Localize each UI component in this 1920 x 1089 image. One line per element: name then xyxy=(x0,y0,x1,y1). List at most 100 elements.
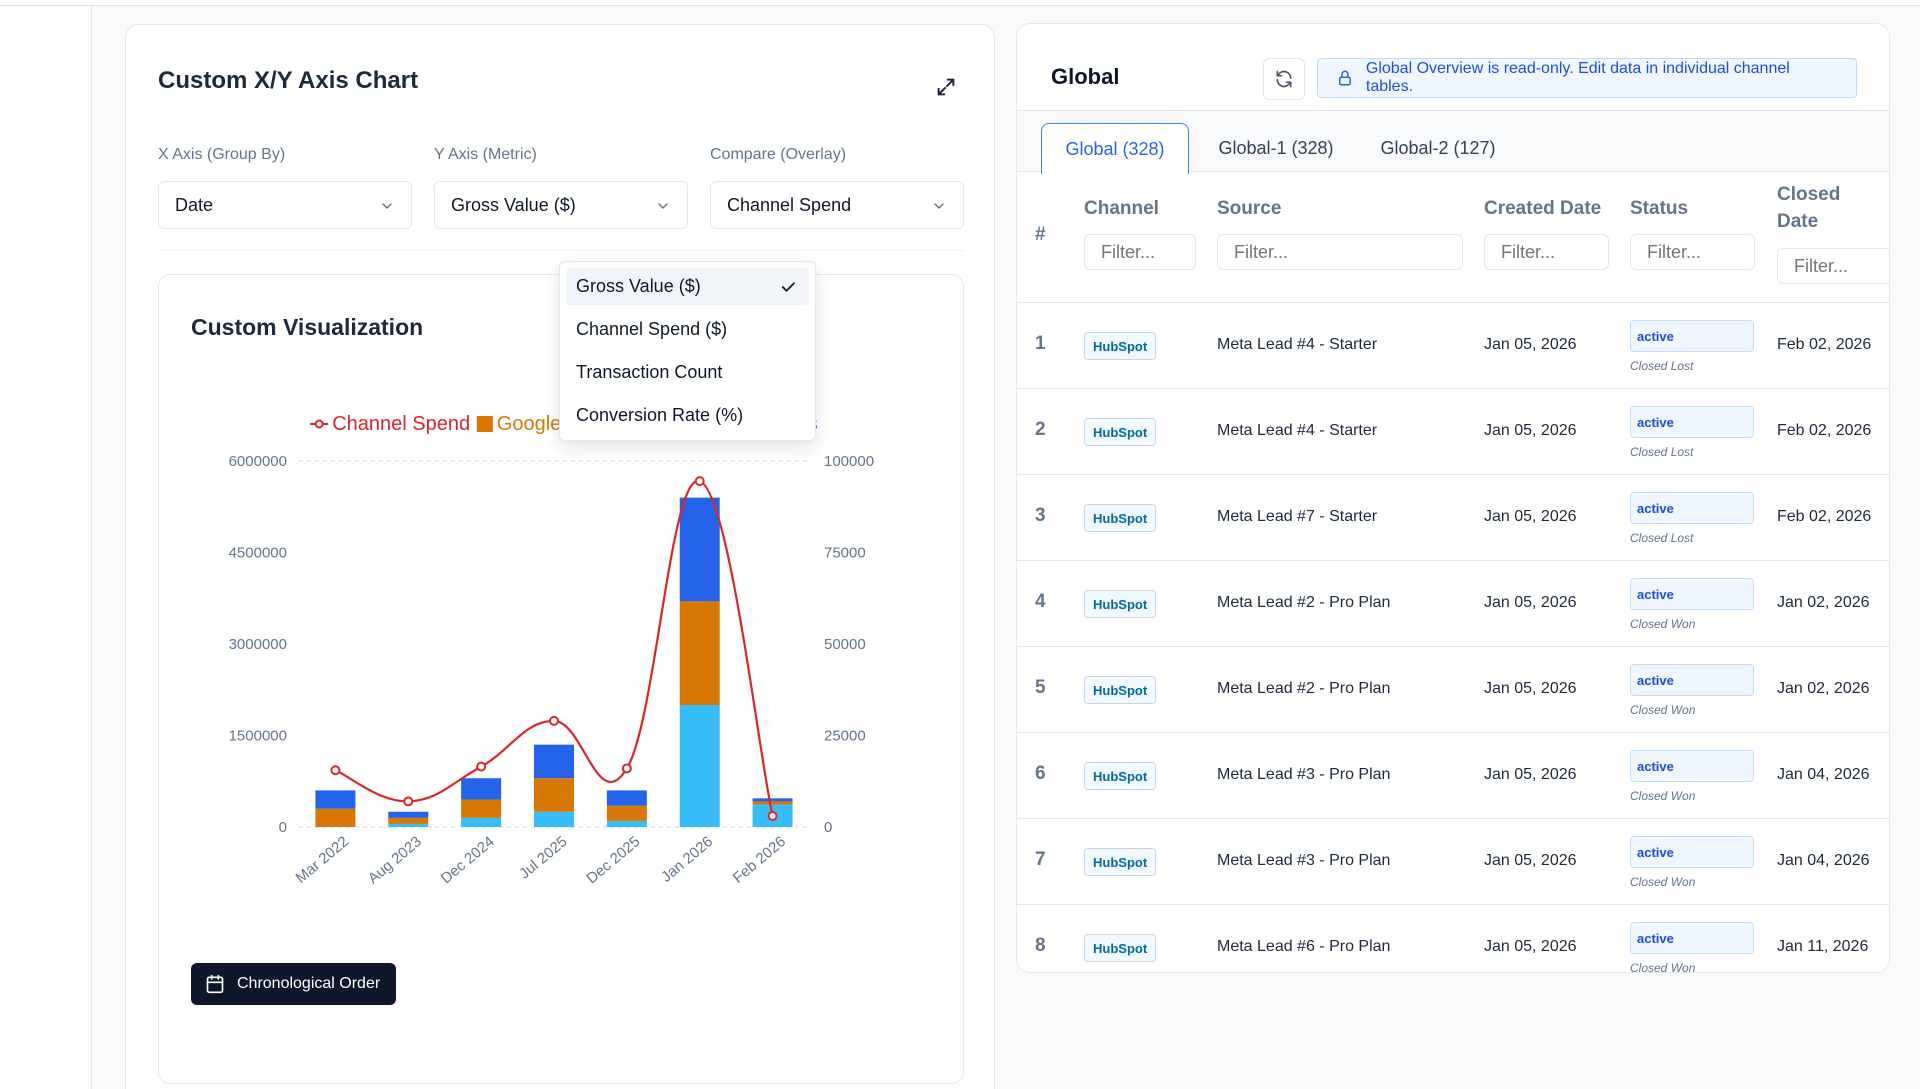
dropdown-option-transaction-count[interactable]: Transaction Count xyxy=(566,354,809,391)
chevron-down-icon xyxy=(934,203,944,209)
bar-google-ads xyxy=(534,778,574,812)
deal-stage-text: Closed Won xyxy=(1630,789,1696,803)
status-badge[interactable]: active xyxy=(1630,320,1754,352)
tab-global[interactable]: Global (328) xyxy=(1041,123,1189,174)
closed-date-cell: Jan 04, 2026 xyxy=(1777,766,1870,783)
channel-filter-input[interactable] xyxy=(1084,234,1196,270)
created-date-filter-input[interactable] xyxy=(1484,234,1609,270)
tab-global-2[interactable]: Global-2 (127) xyxy=(1380,138,1496,158)
y-right-tick-label: 25000 xyxy=(824,728,866,745)
status-badge[interactable]: active xyxy=(1630,922,1754,954)
row-number: 2 xyxy=(1035,419,1046,440)
status-filter-input[interactable] xyxy=(1630,234,1755,270)
compare-label: Compare (Overlay) xyxy=(710,146,847,163)
dropdown-option-label: Conversion Rate (%) xyxy=(576,405,744,425)
table-row[interactable]: 5 HubSpot Meta Lead #2 - Pro Plan Jan 05, 2… xyxy=(1017,646,1889,732)
y-axis-label: Y Axis (Metric) xyxy=(434,146,537,163)
legend-point-marker xyxy=(314,419,324,429)
tab-global-1[interactable]: Global-1 (328) xyxy=(1218,138,1334,158)
row-number: 1 xyxy=(1035,333,1046,354)
chart-card: Custom X/Y Axis Chart X Axis (Group By) … xyxy=(125,24,995,1089)
x-axis-select[interactable]: Date xyxy=(158,181,412,229)
status-badge[interactable]: active xyxy=(1630,578,1754,610)
status-badge[interactable]: active xyxy=(1630,492,1754,524)
x-tick-label: Mar 2022 xyxy=(293,833,352,887)
deal-stage-text: Closed Won xyxy=(1630,961,1696,973)
closed-date-cell: Feb 02, 2026 xyxy=(1777,508,1872,525)
table-row[interactable]: 1 HubSpot Meta Lead #4 - Starter Jan 05, 20… xyxy=(1017,302,1889,388)
status-badge[interactable]: active xyxy=(1630,406,1754,438)
column-header-channel[interactable]: Channel xyxy=(1084,198,1159,219)
closed-date-cell: Jan 02, 2026 xyxy=(1777,680,1870,697)
x-tick-label: Feb 2026 xyxy=(730,833,789,887)
column-header-closed-date-line2[interactable]: Date xyxy=(1777,211,1819,232)
closed-date-cell: Feb 02, 2026 xyxy=(1777,422,1872,439)
source-cell: Meta Lead #7 - Starter xyxy=(1217,508,1378,525)
table-row[interactable]: 3 HubSpot Meta Lead #7 - Starter Jan 05, 20… xyxy=(1017,474,1889,560)
chronological-order-button[interactable]: Chronological Order xyxy=(191,963,397,1005)
bar-google-ads xyxy=(679,601,720,705)
closed-date-cell: Jan 04, 2026 xyxy=(1777,852,1870,869)
column-header-source[interactable]: Source xyxy=(1217,198,1282,219)
source-filter-input[interactable] xyxy=(1217,234,1463,270)
created-date-cell: Jan 05, 2026 xyxy=(1484,766,1577,783)
bar-google-ads xyxy=(388,817,429,824)
y-right-tick-label: 100000 xyxy=(824,453,874,470)
compare-select[interactable]: Channel Spend xyxy=(710,181,964,229)
x-axis-label: X Axis (Group By) xyxy=(158,146,286,163)
table-row[interactable]: 4 HubSpot Meta Lead #2 - Pro Plan Jan 05, 2… xyxy=(1017,560,1889,646)
overlay-point xyxy=(694,476,705,487)
y-left-tick-label: 6000000 xyxy=(229,453,287,470)
dropdown-option-conversion-rate[interactable]: Conversion Rate (%) xyxy=(566,397,809,434)
y-axis-select[interactable]: Gross Value ($) xyxy=(434,181,688,229)
created-date-cell: Jan 05, 2026 xyxy=(1484,680,1577,697)
overlay-line-channel-spend xyxy=(334,480,774,817)
bar-google-ads xyxy=(752,801,793,805)
notice-text: Global Overview is read-only. Edit data … xyxy=(1365,60,1790,95)
deal-stage-text: Closed Lost xyxy=(1630,445,1694,459)
refresh-button[interactable] xyxy=(1263,58,1305,100)
status-badge[interactable]: active xyxy=(1630,750,1754,782)
expand-button[interactable] xyxy=(928,69,964,105)
overlay-point xyxy=(549,715,559,726)
table-row[interactable]: 8 HubSpot Meta Lead #6 - Pro Plan Jan 05, 2… xyxy=(1017,904,1889,973)
overlay-point xyxy=(403,796,414,807)
bar-meta-ads xyxy=(461,778,502,800)
x-tick-label: Aug 2023 xyxy=(365,833,425,887)
legend-swatch xyxy=(476,416,493,432)
column-header-created-date[interactable]: Created Date xyxy=(1484,198,1602,219)
row-number: 5 xyxy=(1035,677,1046,698)
column-header-status[interactable]: Status xyxy=(1630,198,1689,219)
bar-hubspot xyxy=(388,823,429,827)
table-row[interactable]: 6 HubSpot Meta Lead #3 - Pro Plan Jan 05, 2… xyxy=(1017,732,1889,818)
x-axis-select-value: Date xyxy=(175,194,214,215)
combo-chart: 0 1500000 3000000 4500000 6000000 0 25000 50000… xyxy=(229,413,874,887)
channel-badge: HubSpot xyxy=(1084,934,1157,962)
chart-card-title: Custom X/Y Axis Chart xyxy=(158,67,419,94)
created-date-cell: Jan 05, 2026 xyxy=(1484,852,1577,869)
status-badge[interactable]: active xyxy=(1630,664,1754,696)
bar-meta-ads xyxy=(752,798,793,802)
dropdown-option-channel-spend[interactable]: Channel Spend ($) xyxy=(566,311,809,348)
y-left-tick-label: 3000000 xyxy=(229,636,287,653)
table-row[interactable]: 2 HubSpot Meta Lead #4 - Starter Jan 05, 20… xyxy=(1017,388,1889,474)
top-border xyxy=(0,0,1920,6)
closed-date-cell: Feb 02, 2026 xyxy=(1777,336,1872,353)
channel-badge: HubSpot xyxy=(1084,848,1157,876)
dropdown-option-label: Channel Spend ($) xyxy=(576,319,728,339)
status-badge[interactable]: active xyxy=(1630,836,1754,868)
table-row[interactable]: 7 HubSpot Meta Lead #3 - Pro Plan Jan 05, 2… xyxy=(1017,818,1889,904)
bar-meta-ads xyxy=(534,744,574,779)
y-axis-select-value: Gross Value ($) xyxy=(451,194,576,215)
closed-date-cell: Jan 11, 2026 xyxy=(1777,938,1869,955)
dropdown-option-gross-value[interactable]: Gross Value ($) xyxy=(566,268,809,305)
x-tick-label: Dec 2025 xyxy=(583,833,643,887)
x-tick-label: Jul 2025 xyxy=(516,833,570,882)
y-left-tick-label: 1500000 xyxy=(229,728,287,745)
bar-meta-ads xyxy=(388,811,429,818)
closed-date-filter-input[interactable] xyxy=(1777,248,1889,284)
row-number: 8 xyxy=(1035,935,1046,956)
deal-stage-text: Closed Lost xyxy=(1630,359,1694,373)
bar-meta-ads xyxy=(679,497,720,602)
column-header-closed-date-line1[interactable]: Closed xyxy=(1777,184,1841,205)
